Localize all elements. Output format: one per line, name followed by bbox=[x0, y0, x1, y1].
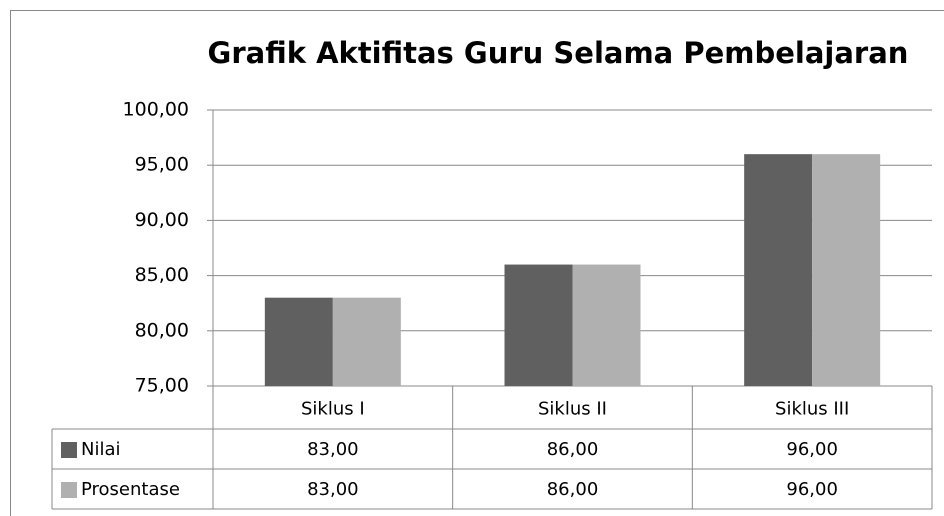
legend-key bbox=[61, 442, 77, 458]
chart-title: Grafik Aktifitas Guru Selama Pembelajara… bbox=[208, 36, 909, 70]
bar bbox=[332, 297, 401, 386]
y-tick-label: 75,00 bbox=[135, 375, 189, 397]
table-value: 96,00 bbox=[786, 439, 838, 460]
x-tick-label: Siklus I bbox=[301, 399, 365, 420]
legend-label: Prosentase bbox=[81, 479, 180, 500]
x-tick-label: Siklus III bbox=[775, 399, 849, 420]
bar bbox=[504, 264, 573, 386]
table-value: 86,00 bbox=[547, 479, 599, 500]
y-tick-label: 90,00 bbox=[135, 209, 189, 231]
legend-key bbox=[61, 482, 77, 498]
bar bbox=[264, 297, 333, 386]
table-value: 96,00 bbox=[786, 479, 838, 500]
bar bbox=[744, 154, 813, 386]
y-tick-label: 85,00 bbox=[135, 264, 189, 286]
table-value: 83,00 bbox=[307, 439, 359, 460]
y-tick-label: 95,00 bbox=[135, 154, 189, 176]
legend-label: Nilai bbox=[81, 439, 121, 460]
x-tick-label: Siklus II bbox=[538, 399, 607, 420]
y-tick-label: 100,00 bbox=[123, 99, 189, 121]
table-value: 86,00 bbox=[547, 439, 599, 460]
y-tick-label: 80,00 bbox=[135, 319, 189, 341]
bar bbox=[812, 154, 881, 386]
table-value: 83,00 bbox=[307, 479, 359, 500]
bar bbox=[572, 264, 641, 386]
